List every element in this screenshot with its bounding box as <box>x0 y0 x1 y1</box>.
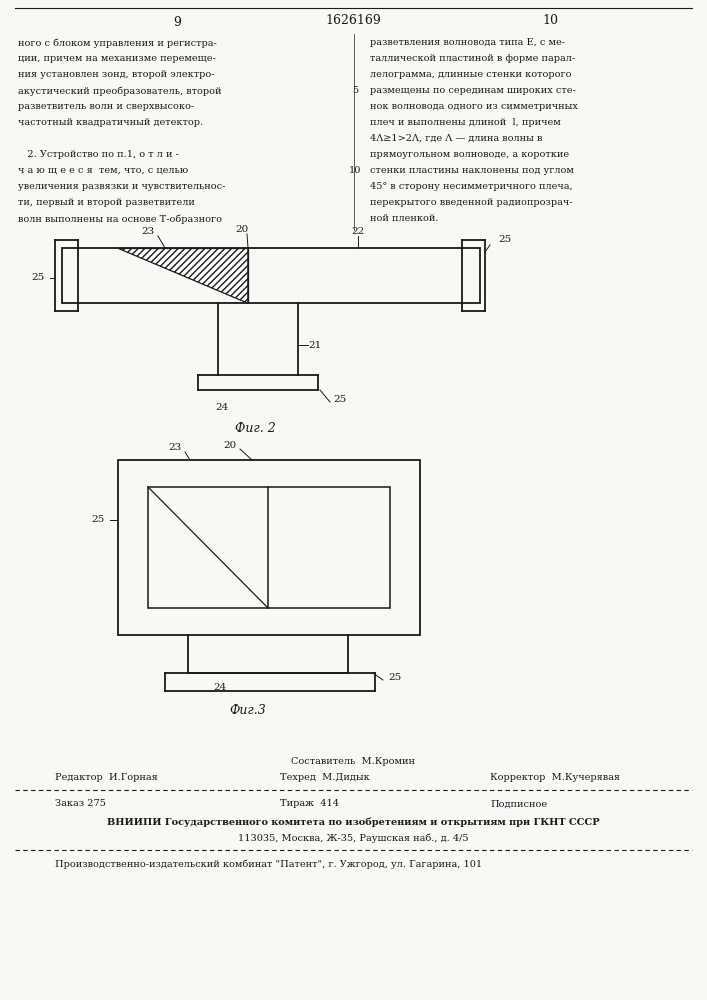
Text: перекрытого введенной радиопрозрач-: перекрытого введенной радиопрозрач- <box>370 198 573 207</box>
Text: 25: 25 <box>31 273 45 282</box>
Text: 4Λ≥1>2Λ, где Λ — длина волны в: 4Λ≥1>2Λ, где Λ — длина волны в <box>370 134 542 143</box>
Text: Фиг. 2: Фиг. 2 <box>235 422 275 434</box>
Text: Корректор  М.Кучерявая: Корректор М.Кучерявая <box>490 774 620 782</box>
Text: 24: 24 <box>216 403 228 412</box>
Text: Производственно-издательский комбинат "Патент", г. Ужгород, ул. Гагарина, 101: Производственно-издательский комбинат "П… <box>55 859 482 869</box>
Text: 10: 10 <box>349 166 361 175</box>
Text: Подписное: Подписное <box>490 800 547 808</box>
Bar <box>148 487 390 608</box>
Text: увеличения развязки и чувствительнос-: увеличения развязки и чувствительнос- <box>18 182 226 191</box>
Text: 2. Устройство по п.1, о т л и -: 2. Устройство по п.1, о т л и - <box>18 150 179 159</box>
Text: ного с блоком управления и регистра-: ного с блоком управления и регистра- <box>18 38 217 47</box>
Text: 113035, Москва, Ж-35, Раушская наб., д. 4/5: 113035, Москва, Ж-35, Раушская наб., д. … <box>238 833 468 843</box>
Text: 5: 5 <box>352 86 358 95</box>
Text: 1626169: 1626169 <box>325 13 381 26</box>
Text: 20: 20 <box>235 226 249 234</box>
Text: волн выполнены на основе Т-образного: волн выполнены на основе Т-образного <box>18 214 222 224</box>
Text: 23: 23 <box>141 228 155 236</box>
Text: разветвитель волн и сверхвысоко-: разветвитель волн и сверхвысоко- <box>18 102 194 111</box>
Text: Техред  М.Дидык: Техред М.Дидык <box>280 774 370 782</box>
Text: 23: 23 <box>168 444 182 452</box>
Text: Фиг.3: Фиг.3 <box>230 704 267 716</box>
Text: 22: 22 <box>351 228 365 236</box>
Bar <box>118 460 420 635</box>
Text: нок волновода одного из симметричных: нок волновода одного из симметричных <box>370 102 578 111</box>
Text: частотный квадратичный детектор.: частотный квадратичный детектор. <box>18 118 203 127</box>
Text: 20: 20 <box>223 440 237 450</box>
Text: ной пленкой.: ной пленкой. <box>370 214 438 223</box>
Text: Тираж  414: Тираж 414 <box>280 800 339 808</box>
Text: 9: 9 <box>173 15 181 28</box>
Text: ти, первый и второй разветвители: ти, первый и второй разветвители <box>18 198 195 207</box>
Text: ния установлен зонд, второй электро-: ния установлен зонд, второй электро- <box>18 70 214 79</box>
Bar <box>62 248 480 303</box>
Text: 10: 10 <box>542 13 558 26</box>
Text: Заказ 275: Заказ 275 <box>55 800 106 808</box>
Text: лелограмма, длинные стенки которого: лелограмма, длинные стенки которого <box>370 70 571 79</box>
Text: ч а ю щ е е с я  тем, что, с целью: ч а ю щ е е с я тем, что, с целью <box>18 166 188 175</box>
Text: размещены по серединам широких сте-: размещены по серединам широких сте- <box>370 86 575 95</box>
Text: 25: 25 <box>388 674 402 682</box>
Text: Редактор  И.Горная: Редактор И.Горная <box>55 774 158 782</box>
Text: разветвления волновода типа Е, с ме-: разветвления волновода типа Е, с ме- <box>370 38 565 47</box>
Text: 21: 21 <box>308 340 322 350</box>
Text: ции, причем на механизме перемеще-: ции, причем на механизме перемеще- <box>18 54 216 63</box>
Polygon shape <box>118 248 248 303</box>
Text: 45° в сторону несимметричного плеча,: 45° в сторону несимметричного плеча, <box>370 182 573 191</box>
Text: стенки пластины наклонены под углом: стенки пластины наклонены под углом <box>370 166 574 175</box>
Text: 25: 25 <box>498 235 512 244</box>
Text: 24: 24 <box>214 684 227 692</box>
Text: 25: 25 <box>91 516 105 524</box>
Text: 25: 25 <box>334 395 346 404</box>
Text: плеч и выполнены длиной  l, причем: плеч и выполнены длиной l, причем <box>370 118 561 127</box>
Text: таллической пластиной в форме парал-: таллической пластиной в форме парал- <box>370 54 575 63</box>
Text: акустический преобразователь, второй: акустический преобразователь, второй <box>18 86 221 96</box>
Text: Составитель  М.Кромин: Составитель М.Кромин <box>291 758 415 766</box>
Text: ВНИИПИ Государственного комитета по изобретениям и открытиям при ГКНТ СССР: ВНИИПИ Государственного комитета по изоб… <box>107 817 600 827</box>
Text: прямоугольном волноводе, а короткие: прямоугольном волноводе, а короткие <box>370 150 569 159</box>
